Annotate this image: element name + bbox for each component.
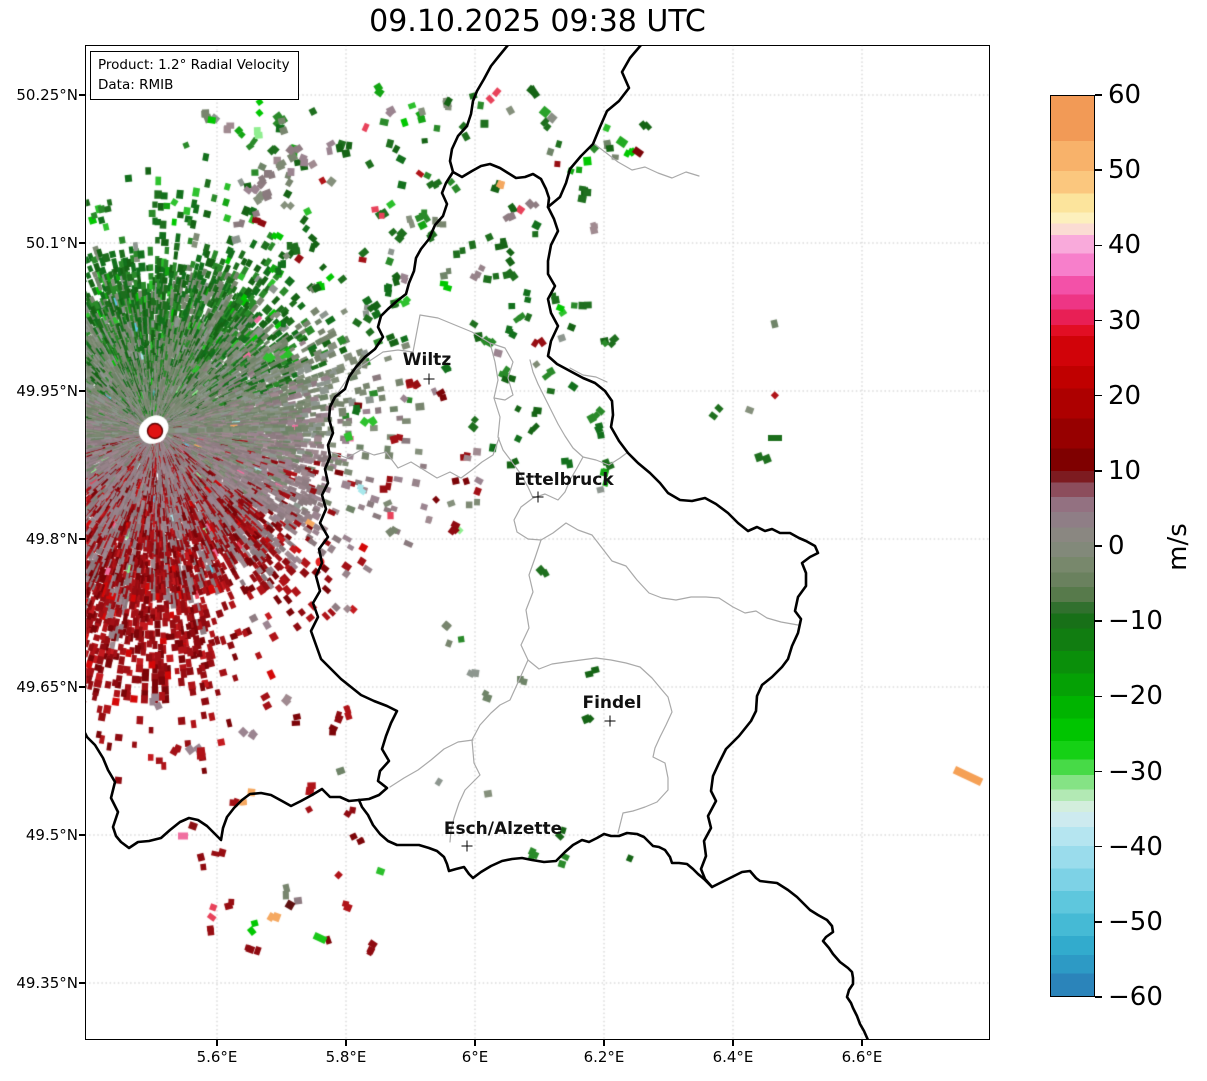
colorbar-tickmark <box>1095 845 1102 848</box>
y-axis-tickmark <box>79 982 85 984</box>
city-label: Ettelbruck <box>514 470 614 490</box>
colorbar-tick-label: 40 <box>1108 230 1142 261</box>
y-axis-tickmark <box>79 390 85 392</box>
x-axis-tick-label: 5.8°E <box>325 1048 367 1066</box>
colorbar-tickmark <box>1095 620 1102 622</box>
x-axis-tick-label: 5.6°E <box>196 1048 238 1066</box>
colorbar-tickmark <box>1095 770 1102 773</box>
colorbar-tick-label: −30 <box>1108 756 1163 787</box>
colorbar-tick-label: −50 <box>1108 906 1163 937</box>
colorbar-tick-label: −20 <box>1108 681 1163 712</box>
city-plus-marker <box>423 373 435 385</box>
x-axis-tick-label: 6.4°E <box>712 1048 754 1066</box>
x-axis-tickmark <box>603 1040 605 1046</box>
colorbar-tickmark <box>1095 470 1102 472</box>
x-axis-tickmark <box>861 1040 863 1046</box>
colorbar-tickmark <box>1095 394 1102 397</box>
colorbar-tick-label: 30 <box>1108 305 1142 336</box>
product-info-line1: Product: 1.2° Radial Velocity <box>98 57 290 73</box>
colorbar-tick-label: −40 <box>1108 831 1163 862</box>
y-axis-tickmark <box>79 94 85 96</box>
x-axis-tickmark <box>216 1040 218 1046</box>
x-axis-tick-label: 6.6°E <box>841 1048 883 1066</box>
colorbar-tickmark <box>1095 695 1102 698</box>
x-axis-tick-label: 6°E <box>461 1048 489 1066</box>
colorbar-tick-label: 60 <box>1108 80 1142 110</box>
y-axis-tick-label: 49.95°N <box>16 382 78 400</box>
x-axis-tickmark <box>732 1040 734 1046</box>
product-info-line2: Data: RMIB <box>98 77 174 93</box>
y-axis-tickmark <box>79 686 85 688</box>
y-axis-tick-label: 50.1°N <box>25 234 78 252</box>
colorbar-tickmark <box>1095 996 1102 998</box>
colorbar-tick-label: 0 <box>1108 531 1125 561</box>
city-plus-marker <box>532 491 544 503</box>
x-axis-tickmark <box>345 1040 347 1046</box>
city-label: Findel <box>582 693 642 713</box>
x-axis-tickmark <box>474 1040 476 1046</box>
city-plus-marker <box>461 840 473 852</box>
colorbar-tick-label: 20 <box>1108 380 1142 411</box>
y-axis-tick-label: 49.5°N <box>25 826 78 844</box>
y-axis-tick-label: 49.35°N <box>16 974 78 992</box>
y-axis-tickmark <box>79 538 85 540</box>
y-axis-tickmark <box>79 242 85 244</box>
colorbar-tickmark <box>1095 319 1102 322</box>
colorbar-tick-label: −10 <box>1108 606 1163 637</box>
colorbar-tick-label: 50 <box>1108 155 1142 186</box>
velocity-colorbar <box>1050 95 1095 997</box>
product-info-box: Product: 1.2° Radial Velocity Data: RMIB <box>90 51 299 100</box>
city-label: Esch/Alzette <box>443 819 563 839</box>
y-axis-tick-label: 49.65°N <box>16 678 78 696</box>
colorbar-tickmark <box>1095 94 1102 96</box>
y-axis-tick-label: 49.8°N <box>25 530 78 548</box>
colorbar-tickmark <box>1095 244 1102 247</box>
colorbar-unit-label: m/s <box>1163 523 1193 571</box>
colorbar-tickmark <box>1095 169 1102 171</box>
colorbar-tick-label: −60 <box>1108 982 1163 1012</box>
city-label: Wiltz <box>402 350 452 370</box>
city-plus-marker <box>604 715 616 727</box>
colorbar-tickmark <box>1095 921 1102 923</box>
y-axis-tickmark <box>79 834 85 836</box>
colorbar-tick-label: 10 <box>1108 455 1142 486</box>
x-axis-tick-label: 6.2°E <box>583 1048 625 1066</box>
y-axis-tick-label: 50.25°N <box>16 86 78 104</box>
colorbar-tickmark <box>1095 545 1102 547</box>
